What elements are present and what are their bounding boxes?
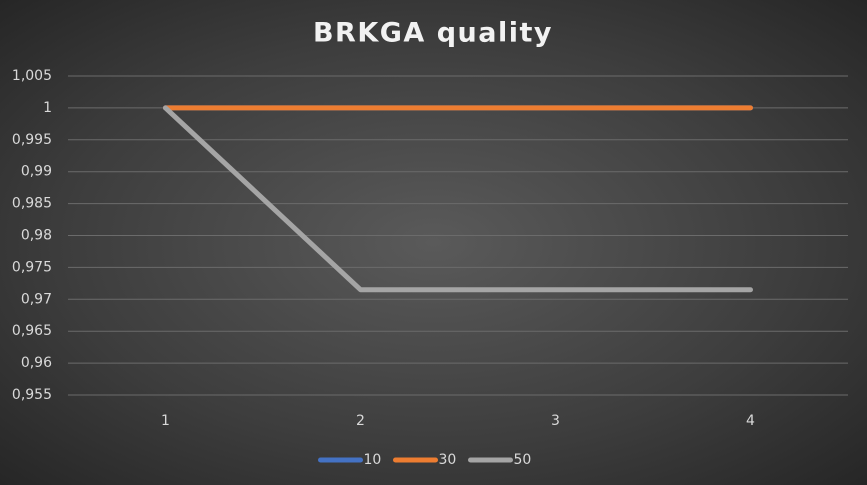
line bbox=[163, 105, 753, 293]
x-tick-label: 3 bbox=[551, 413, 560, 429]
y-tick-label: 0,965 bbox=[12, 323, 52, 339]
legend-label: 50 bbox=[514, 452, 532, 468]
y-tick-label: 0,975 bbox=[12, 259, 52, 275]
y-tick-label: 1,005 bbox=[12, 68, 52, 84]
x-tick-label: 2 bbox=[356, 413, 365, 429]
y-tick-label: 1 bbox=[43, 100, 52, 116]
y-tick-label: 0,96 bbox=[21, 355, 52, 371]
y-tick-label: 0,97 bbox=[21, 291, 52, 307]
legend-label: 10 bbox=[364, 452, 382, 468]
y-tick-label: 0,98 bbox=[21, 228, 52, 244]
legend-label: 30 bbox=[439, 452, 457, 468]
x-tick-label: 4 bbox=[746, 413, 755, 429]
y-tick-label: 0,99 bbox=[21, 164, 52, 180]
y-tick-label: 0,955 bbox=[12, 387, 52, 403]
chart-title: BRKGA quality bbox=[313, 18, 553, 49]
x-tick-label: 1 bbox=[161, 413, 170, 429]
y-tick-label: 0,985 bbox=[12, 196, 52, 212]
y-tick-label: 0,995 bbox=[12, 132, 52, 148]
